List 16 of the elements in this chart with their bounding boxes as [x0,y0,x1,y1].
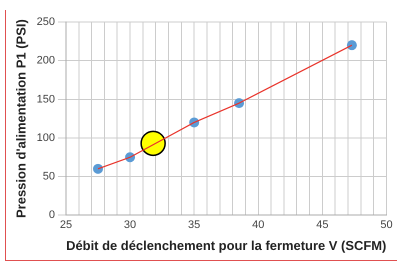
x-tick-label: 30 [124,218,136,231]
y-tick-label: 50 [42,170,55,183]
x-tick-label: 50 [380,218,393,231]
y-tick-label: 100 [36,132,55,144]
y-axis-title: Pression d'alimentation P1 (PSI) [13,19,28,218]
y-tick-label: 200 [36,54,55,67]
x-tick-label: 45 [316,218,329,231]
x-tick-label: 40 [252,218,264,231]
y-tick-label: 0 [48,209,55,222]
x-tick-label: 35 [188,218,200,231]
x-axis-title: Débit de déclenchement pour la fermeture V (SCFM) [66,238,386,253]
y-tick-label: 250 [36,16,55,28]
y-tick-label: 150 [36,93,55,106]
x-tick-label: 25 [60,218,72,231]
point [93,164,104,174]
point [346,40,357,50]
